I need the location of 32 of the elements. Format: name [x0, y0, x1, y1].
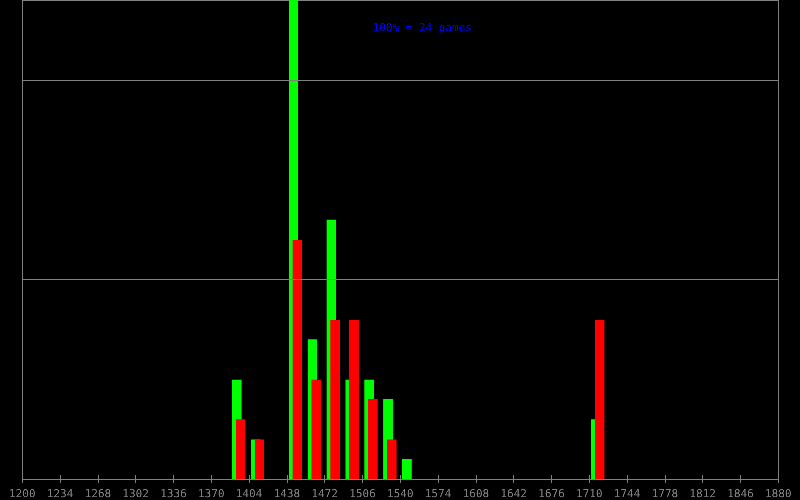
x-tick-label: 1404	[236, 488, 263, 500]
x-tick-label: 1540	[387, 488, 414, 500]
x-tick-label: 1438	[274, 488, 300, 500]
x-tick-label: 1574	[425, 488, 452, 500]
x-tick-label: 1676	[538, 488, 565, 500]
x-tick-label: 1506	[349, 488, 376, 500]
x-tick-label: 1336	[160, 488, 187, 500]
bar	[236, 420, 246, 480]
bar	[368, 400, 378, 480]
bar	[330, 320, 340, 480]
x-tick-label: 1472	[312, 488, 338, 500]
x-tick-label: 1846	[727, 488, 754, 500]
bar	[402, 459, 412, 480]
bar	[350, 320, 359, 480]
annotation: 100% = 24 games	[372, 22, 472, 34]
bar	[312, 380, 322, 480]
x-tick-label: 1302	[122, 488, 150, 500]
x-tick-label: 1778	[652, 488, 678, 500]
x-tick-label: 1642	[500, 488, 528, 500]
x-tick-label: 1710	[576, 488, 603, 500]
x-tick-label: 1608	[462, 488, 490, 500]
x-tick-label: 1880	[765, 488, 792, 500]
x-tick-label: 1200	[9, 488, 36, 500]
x-tick-label: 1744	[614, 488, 641, 500]
bar	[255, 440, 264, 480]
bar	[595, 320, 605, 480]
x-tick-label: 1234	[47, 488, 74, 500]
bar	[292, 240, 302, 480]
bar	[387, 440, 397, 480]
x-tick-label: 1268	[84, 488, 112, 500]
x-tick-label: 1370	[198, 488, 225, 500]
x-tick-label: 1812	[690, 488, 716, 500]
